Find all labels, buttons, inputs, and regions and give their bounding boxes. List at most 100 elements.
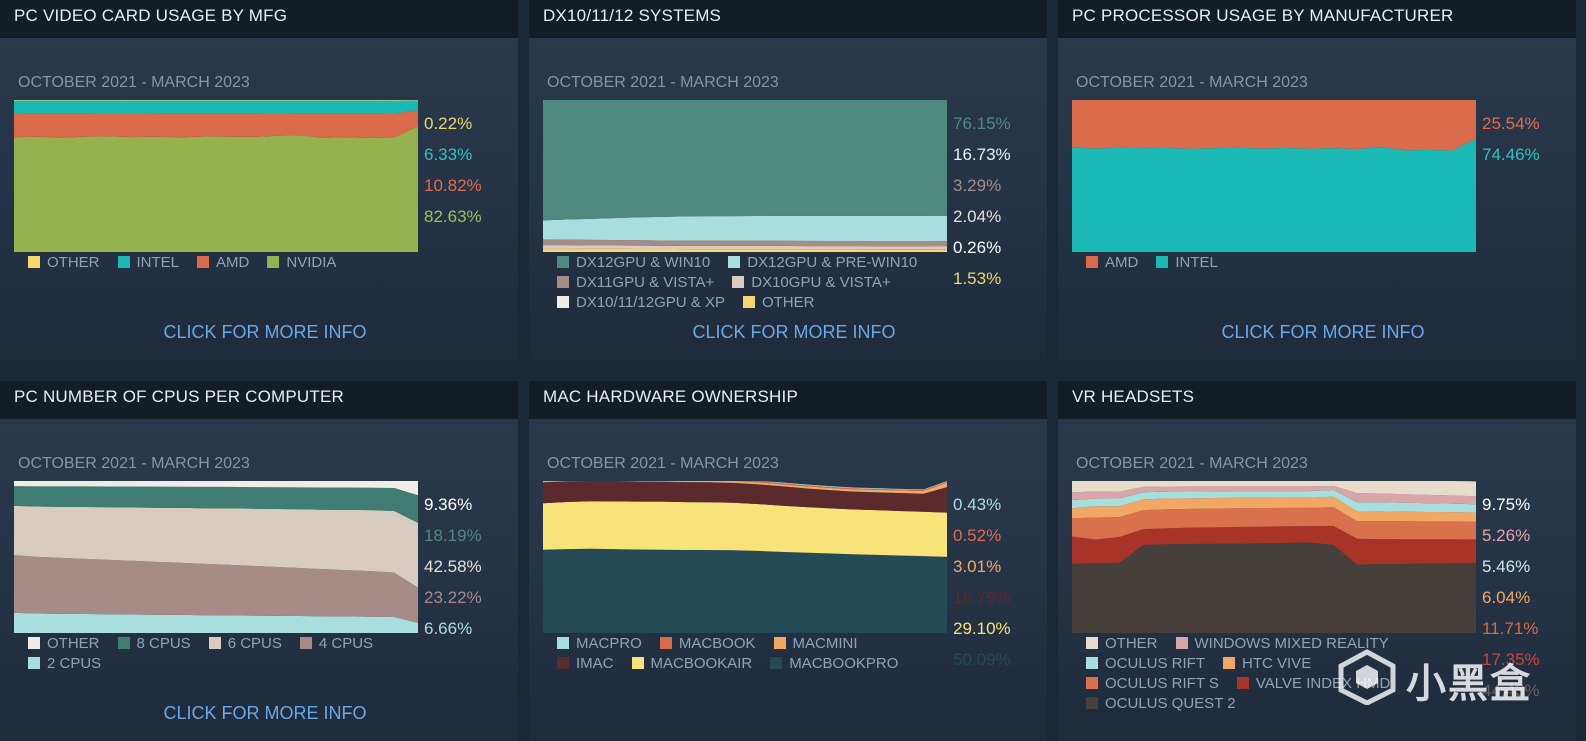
percent-label: 25.54% <box>1482 113 1540 144</box>
legend-swatch <box>1156 256 1168 268</box>
legend-swatch <box>660 637 672 649</box>
legend-label: DX12GPU & WIN10 <box>576 254 710 271</box>
more-info-link[interactable]: CLICK FOR MORE INFO <box>0 703 518 724</box>
percent-list: 0.22%6.33%10.82%82.63% <box>424 113 482 237</box>
legend-item: IMAC <box>557 654 614 674</box>
chart-processor <box>1072 100 1476 252</box>
legend-label: OTHER <box>47 254 100 271</box>
percent-label: 6.33% <box>424 144 482 175</box>
legend-swatch <box>743 296 755 308</box>
percent-label: 9.75% <box>1482 494 1540 525</box>
percent-label: 5.26% <box>1482 525 1540 556</box>
percent-label: 10.82% <box>424 175 482 206</box>
panel-title: PC NUMBER OF CPUS PER COMPUTER <box>0 381 518 419</box>
area-series-intel <box>14 100 418 114</box>
percent-label: 9.36% <box>424 494 482 525</box>
legend-swatch <box>774 637 786 649</box>
legend-label: INTEL <box>137 254 180 271</box>
legend-swatch <box>197 256 209 268</box>
area-series-macbookpro <box>543 549 947 633</box>
percent-label: 0.43% <box>953 494 1011 525</box>
chart-mac <box>543 481 947 633</box>
percent-label: 0.22% <box>424 113 482 144</box>
panel-dx-systems: DX10/11/12 SYSTEMS OCTOBER 2021 - MARCH … <box>529 0 1047 360</box>
legend-label: OCULUS RIFT <box>1105 655 1205 672</box>
more-info-link[interactable]: CLICK FOR MORE INFO <box>0 322 518 343</box>
legend-swatch <box>1176 637 1188 649</box>
percent-label: 16.79% <box>953 587 1011 618</box>
panel-title: PC VIDEO CARD USAGE BY MFG <box>0 0 518 38</box>
legend-label: OCULUS RIFT S <box>1105 675 1219 692</box>
legend-swatch <box>632 657 644 669</box>
chart-video-card <box>14 100 418 252</box>
legend-item: DX11GPU & VISTA+ <box>557 273 714 293</box>
legend-swatch <box>557 256 569 268</box>
legend-row: DX10/11/12GPU & XP OTHER <box>557 293 1027 313</box>
legend-item: 2 CPUS <box>28 654 101 674</box>
legend-swatch <box>1237 677 1249 689</box>
legend-label: DX11GPU & VISTA+ <box>576 274 714 291</box>
more-info-link[interactable]: CLICK FOR MORE INFO <box>529 322 1047 343</box>
legend-item: NVIDIA <box>267 253 336 273</box>
legend-swatch <box>1086 637 1098 649</box>
area-series-amd <box>1072 100 1476 150</box>
legend-swatch <box>1086 657 1098 669</box>
legend-item: 4 CPUS <box>300 634 373 654</box>
legend-swatch <box>557 296 569 308</box>
legend-swatch <box>118 637 130 649</box>
percent-label: 0.52% <box>953 525 1011 556</box>
legend: DX12GPU & WIN10 DX12GPU & PRE-WIN10 DX11GP… <box>557 253 1027 313</box>
percent-label: 16.73% <box>953 144 1011 175</box>
legend-swatch <box>732 276 744 288</box>
legend-label: DX10/11/12GPU & XP <box>576 294 725 311</box>
legend-item: 8 CPUS <box>118 634 191 654</box>
legend-label: 2 CPUS <box>47 655 101 672</box>
area-series-dx12gpu-pre-win10 <box>543 216 947 241</box>
more-info-link[interactable]: CLICK FOR MORE INFO <box>1058 322 1576 343</box>
legend-label: OCULUS QUEST 2 <box>1105 695 1236 712</box>
legend-item: AMD <box>1086 253 1138 273</box>
legend-label: DX12GPU & PRE-WIN10 <box>747 254 917 271</box>
legend-swatch <box>1086 697 1098 709</box>
legend-row: DX12GPU & WIN10 DX12GPU & PRE-WIN10 <box>557 253 1027 273</box>
panel-processor-usage: PC PROCESSOR USAGE BY MANUFACTURER OCTOB… <box>1058 0 1576 360</box>
legend-swatch <box>267 256 279 268</box>
legend-item: HTC VIVE <box>1223 654 1311 674</box>
legend-row: DX11GPU & VISTA+DX10GPU & VISTA+ <box>557 273 1027 293</box>
percent-label: 5.46% <box>1482 556 1540 587</box>
legend-item: DX10/11/12GPU & XP <box>557 293 725 313</box>
percent-label: 23.22% <box>424 587 482 618</box>
legend-item: MACBOOKAIR <box>632 654 753 674</box>
area-series-amd <box>14 110 418 138</box>
legend-item: OCULUS RIFT <box>1086 654 1205 674</box>
panel-title: PC PROCESSOR USAGE BY MANUFACTURER <box>1058 0 1576 38</box>
legend-item: INTEL <box>118 253 180 273</box>
legend-label: AMD <box>216 254 249 271</box>
period-label: OCTOBER 2021 - MARCH 2023 <box>18 455 250 473</box>
period-label: OCTOBER 2021 - MARCH 2023 <box>1076 455 1308 473</box>
legend-item: OCULUS QUEST 2 <box>1086 694 1236 714</box>
legend-row: OTHER INTEL AMD NVIDIA <box>28 253 498 273</box>
percent-label: 76.15% <box>953 113 1011 144</box>
legend-item: 6 CPUS <box>209 634 282 654</box>
legend-label: OTHER <box>1105 635 1158 652</box>
watermark-text: 小黑盒 <box>1406 651 1532 709</box>
legend-item: AMD <box>197 253 249 273</box>
percent-label: 82.63% <box>424 206 482 237</box>
panel-mac-hardware: MAC HARDWARE OWNERSHIP OCTOBER 2021 - MA… <box>529 381 1047 741</box>
percent-label: 3.01% <box>953 556 1011 587</box>
legend-item: OTHER <box>1086 634 1158 654</box>
percent-list: 25.54%74.46% <box>1482 113 1540 175</box>
watermark-logo-icon <box>1336 649 1398 705</box>
legend-swatch <box>728 256 740 268</box>
legend-label: 4 CPUS <box>319 635 373 652</box>
legend-label: MACBOOK <box>679 635 756 652</box>
area-series-intel <box>1072 139 1476 252</box>
watermark: 小黑盒 <box>1336 645 1546 709</box>
legend-swatch <box>557 637 569 649</box>
legend-item: OTHER <box>743 293 815 313</box>
